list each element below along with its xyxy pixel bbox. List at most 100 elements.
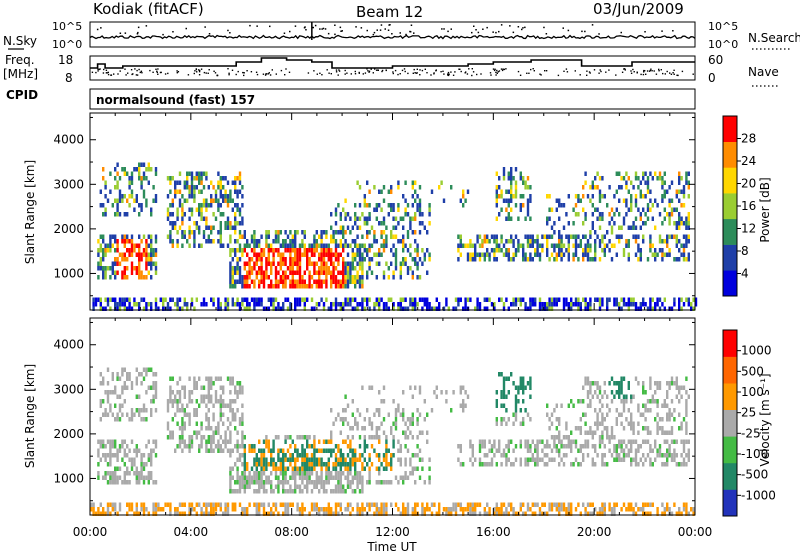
heatmap-cell bbox=[330, 234, 333, 239]
heatmap-cell bbox=[649, 302, 652, 307]
heatmap-cell bbox=[210, 426, 213, 431]
heatmap-cell bbox=[594, 248, 597, 253]
heatmap-cell bbox=[392, 225, 395, 230]
heatmap-cell bbox=[584, 511, 587, 516]
heatmap-cell bbox=[176, 444, 179, 449]
heatmap-cell bbox=[459, 243, 462, 248]
heatmap-cell bbox=[190, 185, 194, 190]
heatmap-cell bbox=[260, 279, 263, 284]
heatmap-cell bbox=[512, 176, 515, 181]
heatmap-cell bbox=[354, 457, 357, 462]
heatmap-cell bbox=[327, 457, 330, 462]
heatmap-cell bbox=[368, 297, 371, 302]
heatmap-cell bbox=[500, 239, 503, 244]
heatmap-cell bbox=[330, 225, 333, 230]
heatmap-cell bbox=[171, 243, 174, 248]
heatmap-cell bbox=[320, 279, 323, 284]
heatmap-cell bbox=[591, 502, 594, 507]
colorbar-tick-label: -500 bbox=[741, 468, 768, 482]
heatmap-cell bbox=[687, 185, 690, 190]
heatmap-cell bbox=[212, 417, 215, 422]
heatmap-cell bbox=[258, 448, 261, 453]
heatmap-cell bbox=[318, 275, 321, 280]
heatmap-cell bbox=[519, 502, 522, 507]
nave-dot bbox=[138, 68, 140, 71]
heatmap-cell bbox=[133, 167, 136, 172]
heatmap-cell bbox=[243, 248, 246, 253]
heatmap-cell bbox=[651, 176, 654, 181]
heatmap-cell bbox=[613, 212, 616, 217]
heatmap-cell bbox=[622, 221, 626, 226]
heatmap-cell bbox=[370, 462, 374, 467]
heatmap-cell bbox=[682, 189, 686, 194]
heatmap-cell bbox=[462, 306, 465, 311]
heatmap-cell bbox=[142, 275, 146, 280]
nave-dot bbox=[176, 72, 178, 74]
heatmap-cell bbox=[315, 270, 318, 275]
heatmap-cell bbox=[385, 466, 388, 471]
heatmap-cell bbox=[490, 462, 494, 467]
heatmap-cell bbox=[224, 221, 227, 226]
heatmap-cell bbox=[284, 239, 287, 244]
heatmap-cell bbox=[183, 302, 186, 307]
heatmap-cell bbox=[202, 511, 206, 516]
noise-search-dot bbox=[366, 29, 368, 32]
heatmap-cell bbox=[344, 279, 347, 284]
heatmap-cell bbox=[536, 462, 539, 467]
heatmap-cell bbox=[229, 403, 232, 408]
nave-dot bbox=[131, 73, 133, 76]
heatmap-cell bbox=[202, 394, 206, 399]
heatmap-cell bbox=[550, 306, 554, 311]
heatmap-cell bbox=[282, 257, 285, 262]
heatmap-cell bbox=[145, 198, 148, 203]
heatmap-cell bbox=[685, 412, 688, 417]
heatmap-cell bbox=[361, 426, 364, 431]
heatmap-cell bbox=[286, 457, 290, 462]
heatmap-cell bbox=[553, 502, 556, 507]
heatmap-cell bbox=[190, 302, 194, 307]
heatmap-cell bbox=[663, 189, 666, 194]
heatmap-cell bbox=[416, 466, 419, 471]
heatmap-cell bbox=[510, 257, 513, 262]
heatmap-cell bbox=[380, 399, 383, 404]
heatmap-cell bbox=[195, 412, 198, 417]
heatmap-cell bbox=[344, 439, 347, 444]
heatmap-cell bbox=[135, 466, 138, 471]
noise-search-dot bbox=[509, 25, 511, 27]
heatmap-cell bbox=[469, 257, 472, 262]
heatmap-cell bbox=[603, 248, 606, 253]
heatmap-cell bbox=[195, 408, 198, 413]
heatmap-cell bbox=[610, 507, 614, 512]
heatmap-cell bbox=[685, 171, 688, 176]
heatmap-cell bbox=[121, 194, 124, 199]
heatmap-cell bbox=[678, 462, 681, 467]
heatmap-cell bbox=[627, 297, 630, 302]
heatmap-cell bbox=[236, 381, 239, 386]
heatmap-cell bbox=[368, 248, 371, 253]
heatmap-cell bbox=[414, 230, 417, 235]
heatmap-cell bbox=[346, 275, 350, 280]
heatmap-cell bbox=[334, 252, 338, 257]
nave-dot bbox=[672, 72, 674, 74]
heatmap-cell bbox=[498, 372, 501, 377]
heatmap-cell bbox=[330, 448, 333, 453]
heatmap-cell bbox=[685, 453, 688, 458]
heatmap-cell bbox=[634, 239, 638, 244]
heatmap-cell bbox=[339, 462, 342, 467]
heatmap-cell bbox=[186, 180, 189, 185]
heatmap-cell bbox=[613, 444, 616, 449]
heatmap-cell bbox=[510, 198, 513, 203]
heatmap-cell bbox=[622, 216, 626, 221]
heatmap-cell bbox=[210, 511, 213, 516]
heatmap-cell bbox=[258, 239, 261, 244]
heatmap-cell bbox=[406, 507, 410, 512]
heatmap-cell bbox=[594, 252, 597, 257]
heatmap-cell bbox=[130, 171, 134, 176]
heatmap-cell bbox=[481, 462, 484, 467]
heatmap-cell bbox=[558, 511, 561, 516]
heatmap-cell bbox=[142, 234, 146, 239]
y-tick-label: 4000 bbox=[53, 338, 84, 352]
heatmap-cell bbox=[514, 444, 518, 449]
heatmap-cell bbox=[210, 385, 213, 390]
heatmap-cell bbox=[126, 466, 129, 471]
